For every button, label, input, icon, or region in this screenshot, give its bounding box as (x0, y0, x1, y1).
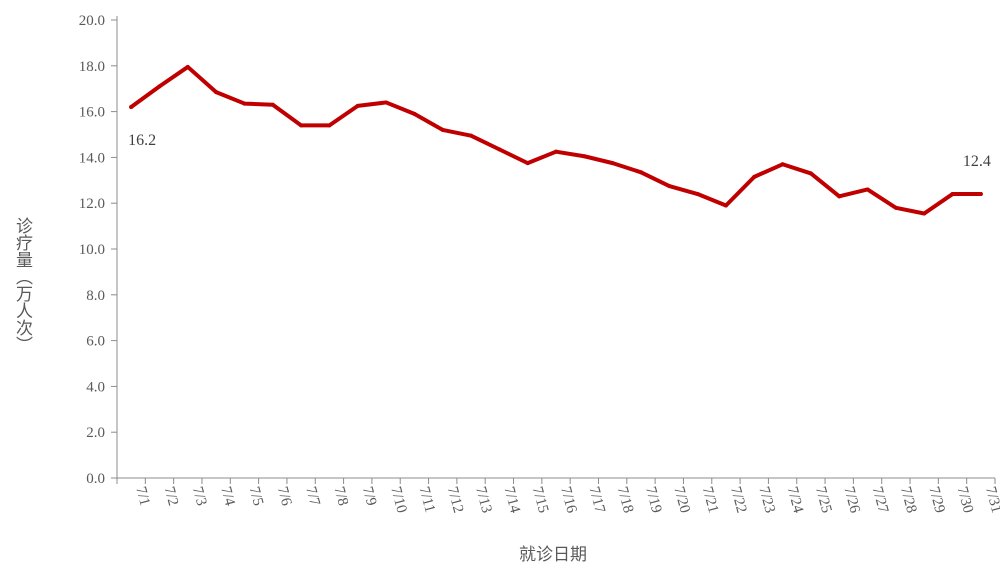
data-point (157, 84, 162, 89)
x-tick-label: 7/18 (614, 485, 636, 515)
data-point (384, 100, 389, 105)
y-tick-label: 8.0 (86, 288, 105, 304)
x-tick-label: 7/12 (444, 485, 466, 515)
x-tick-label: 7/16 (557, 485, 579, 515)
data-point (129, 105, 134, 110)
x-tick-label: 7/14 (500, 485, 522, 515)
x-tick-label: 7/26 (840, 485, 862, 515)
x-axis-title: 就诊日期 (519, 545, 587, 565)
y-axis-title: 诊疗量（万人次） (12, 217, 33, 353)
x-tick-label: 7/6 (274, 485, 295, 508)
x-tick-label: 7/30 (954, 485, 976, 515)
y-tick-label: 0.0 (86, 471, 105, 487)
x-tick-label: 7/4 (217, 485, 238, 508)
data-point (582, 154, 587, 159)
x-tick-label: 7/15 (529, 485, 551, 515)
data-point (554, 149, 558, 154)
data-point (865, 187, 870, 192)
x-tick-label: 7/22 (727, 485, 749, 515)
data-point (752, 174, 757, 179)
y-tick-label: 12.0 (79, 196, 105, 212)
x-tick-label: 7/8 (331, 485, 351, 508)
data-point (978, 192, 983, 197)
y-tick-label: 6.0 (86, 334, 105, 350)
x-tick-label: 7/29 (925, 485, 947, 515)
y-axis: 0.0 2.0 4.0 6.0 8.0 10.0 12.0 14.0 16.0 18.0 20.0 (79, 13, 118, 487)
data-point (837, 194, 842, 199)
data-point (497, 147, 502, 152)
data-point (299, 123, 304, 128)
y-tick-label: 18.0 (79, 59, 105, 75)
x-tick-label: 7/31 (982, 485, 1000, 515)
data-point (185, 64, 190, 69)
data-point (638, 170, 643, 175)
data-label: 12.4 (963, 153, 991, 170)
x-tick-label: 7/24 (784, 485, 806, 515)
x-tick-label: 7/7 (302, 485, 323, 508)
x-tick-label: 7/10 (387, 485, 409, 515)
data-point (808, 171, 813, 176)
data-point (270, 102, 275, 107)
x-tick-label: 7/11 (416, 485, 438, 514)
x-tick-label: 7/27 (869, 485, 891, 515)
data-point (695, 192, 700, 197)
x-axis: 7/1 7/2 7/3 7/4 7/5 7/6 7/7 7/8 7/9 7/10 7/11 7/12 7… (116, 477, 1000, 515)
x-tick-label: 7/1 (132, 485, 152, 508)
x-tick-label: 7/17 (585, 485, 607, 515)
x-tick-label: 7/2 (161, 485, 181, 508)
data-point (667, 184, 672, 189)
x-tick-label: 7/23 (755, 485, 777, 515)
x-tick-label: 7/21 (699, 485, 721, 515)
data-point (412, 111, 417, 116)
data-label: 16.2 (128, 132, 156, 149)
y-tick-label: 4.0 (86, 379, 105, 395)
y-tick-label: 20.0 (79, 13, 105, 29)
series-group (129, 64, 983, 216)
x-tick-label: 7/28 (897, 485, 919, 515)
data-labels: 16.2 12.4 (128, 132, 991, 170)
y-axis-title-text: 诊疗量（万人次） (12, 217, 33, 353)
data-point (469, 133, 474, 138)
series-line (129, 64, 983, 216)
data-point (893, 205, 898, 210)
y-tick-label: 10.0 (79, 242, 105, 258)
data-point (723, 203, 728, 208)
y-tick-label: 14.0 (79, 150, 105, 166)
y-tick-label: 16.0 (79, 105, 105, 121)
y-tick-label: 2.0 (86, 425, 105, 441)
data-point (242, 101, 247, 106)
data-point (922, 211, 927, 216)
x-tick-label: 7/3 (189, 485, 209, 508)
data-point (525, 161, 530, 166)
x-tick-label: 7/9 (359, 485, 379, 508)
data-point (950, 192, 955, 197)
data-point (355, 103, 360, 108)
x-tick-label: 7/13 (472, 485, 494, 515)
data-point (610, 161, 615, 166)
x-tick-label: 7/20 (670, 485, 692, 515)
x-tick-label: 7/25 (812, 485, 834, 515)
x-tick-label: 7/5 (246, 485, 266, 508)
data-point (327, 123, 332, 128)
data-point (214, 90, 219, 95)
data-point (440, 127, 445, 132)
x-tick-label: 7/19 (642, 485, 664, 515)
data-point (780, 162, 785, 167)
